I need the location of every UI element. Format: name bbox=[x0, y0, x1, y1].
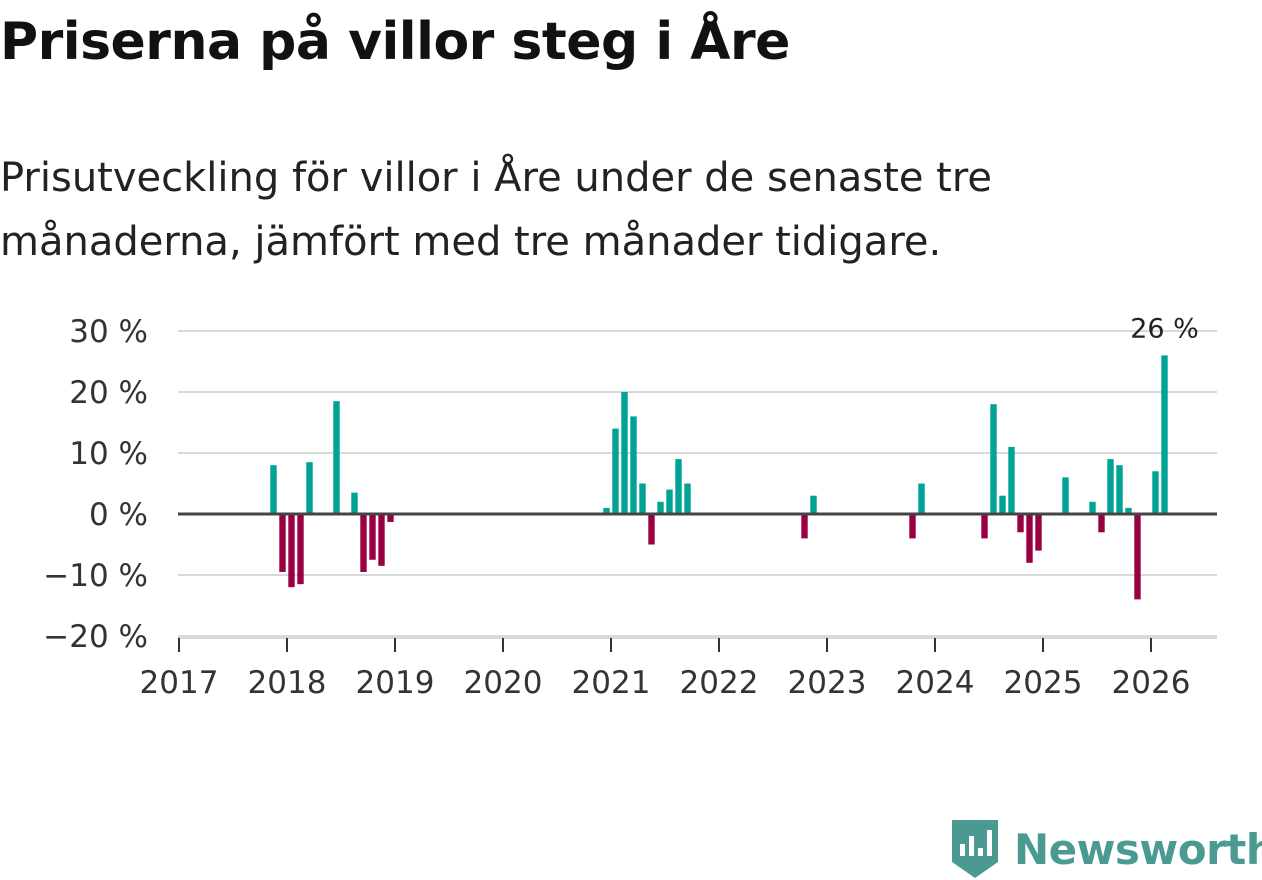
annotation-label: 26 % bbox=[1130, 313, 1199, 344]
x-tick-label: 2020 bbox=[464, 665, 543, 700]
bar-2025-03 bbox=[1062, 477, 1069, 514]
x-tick-label: 2017 bbox=[140, 665, 219, 700]
bar-2018-10 bbox=[369, 514, 376, 560]
x-tick-label: 2024 bbox=[896, 665, 975, 700]
bar-2025-07 bbox=[1098, 514, 1105, 533]
bar-2024-12 bbox=[1035, 514, 1042, 551]
newsworthy-brand: Newsworthy bbox=[950, 818, 1262, 880]
bar-2021-02 bbox=[621, 392, 628, 514]
bar-2026-01 bbox=[1152, 471, 1159, 514]
bar-2021-04 bbox=[639, 483, 646, 514]
bar-2021-09 bbox=[684, 483, 691, 514]
y-tick-label: 10 % bbox=[69, 436, 148, 472]
bar-2026-02 bbox=[1161, 355, 1168, 514]
x-tick-label: 2022 bbox=[680, 665, 759, 700]
bar-2021-06 bbox=[657, 501, 664, 514]
newsworthy-logo-icon bbox=[952, 820, 998, 878]
brand-name: Newsworthy bbox=[1014, 824, 1262, 874]
bar-2018-12 bbox=[387, 514, 394, 522]
y-tick-label: 0 % bbox=[89, 497, 148, 533]
bar-2025-10 bbox=[1125, 507, 1132, 514]
x-tick-label: 2019 bbox=[356, 665, 435, 700]
y-tick-label: −10 % bbox=[43, 558, 148, 594]
x-axis: 2017 2018 2019 2020 2021 2022 2023 2024 2025 2026 bbox=[140, 637, 1217, 700]
bar-2022-10 bbox=[801, 514, 808, 539]
gridlines bbox=[178, 330, 1217, 637]
bar-2023-11 bbox=[918, 483, 925, 514]
x-tick-label: 2021 bbox=[572, 665, 651, 700]
bar-2021-07 bbox=[666, 489, 673, 514]
bar-chart: −20 %−10 %0 %10 %20 %30 % 2017 2018 2019 20… bbox=[43, 313, 1217, 700]
bar-2018-06 bbox=[333, 401, 340, 514]
bar-2025-11 bbox=[1134, 514, 1141, 600]
bar-2018-03 bbox=[306, 462, 313, 514]
bar-2018-09 bbox=[360, 514, 367, 572]
bar-2017-11 bbox=[270, 465, 277, 514]
bar-2017-12 bbox=[279, 514, 286, 572]
y-tick-label: −20 % bbox=[43, 619, 148, 655]
bar-2024-08 bbox=[999, 495, 1006, 514]
bar-2021-01 bbox=[612, 428, 619, 514]
x-tick-label: 2025 bbox=[1004, 665, 1083, 700]
bar-2018-02 bbox=[297, 514, 304, 585]
bar-2021-08 bbox=[675, 459, 682, 514]
bar-2018-11 bbox=[378, 514, 385, 566]
bar-2024-07 bbox=[990, 404, 997, 514]
y-tick-label: 30 % bbox=[69, 314, 148, 350]
x-tick-label: 2018 bbox=[248, 665, 327, 700]
x-tick-label: 2023 bbox=[788, 665, 867, 700]
bar-2021-03 bbox=[630, 416, 637, 514]
y-axis-tick-labels: −20 % −10 % 0 % 10 % 20 % 30 % bbox=[43, 314, 148, 655]
bars bbox=[270, 355, 1168, 600]
bar-2025-08 bbox=[1107, 459, 1114, 514]
chart-subtitle: Prisutveckling för villor i Åre under de… bbox=[0, 155, 993, 265]
bar-2022-11 bbox=[810, 495, 817, 514]
bar-2023-10 bbox=[909, 514, 916, 539]
y-tick-label: 20 % bbox=[69, 375, 148, 411]
bar-2018-08 bbox=[351, 492, 358, 514]
bar-2024-11 bbox=[1026, 514, 1033, 563]
bar-2025-06 bbox=[1089, 501, 1096, 514]
x-tick-label: 2026 bbox=[1112, 665, 1191, 700]
bar-2021-05 bbox=[648, 514, 655, 545]
annotations: 26 % bbox=[1130, 313, 1199, 344]
bar-2020-12 bbox=[603, 507, 610, 514]
chart-title: Priserna på villor steg i Åre bbox=[0, 12, 790, 72]
bar-2025-09 bbox=[1116, 465, 1123, 514]
bar-2024-10 bbox=[1017, 514, 1024, 533]
bar-2024-06 bbox=[981, 514, 988, 539]
bar-2018-01 bbox=[288, 514, 295, 588]
bar-2024-09 bbox=[1008, 446, 1015, 514]
